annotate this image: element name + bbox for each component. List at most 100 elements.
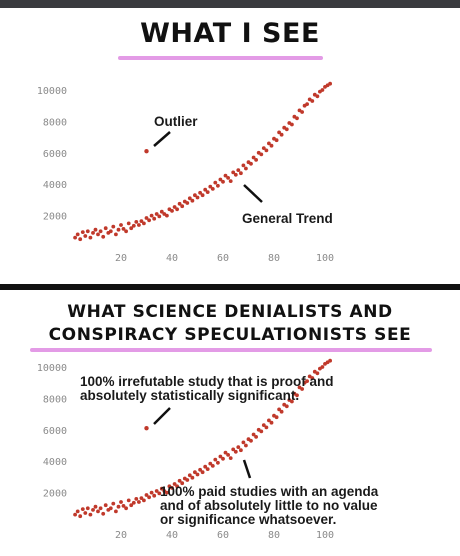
x-tick-label: 40 xyxy=(166,253,178,264)
data-point xyxy=(279,132,284,137)
data-point xyxy=(320,88,325,92)
data-point xyxy=(259,429,264,434)
outlier-point xyxy=(144,149,149,154)
data-point xyxy=(290,122,294,127)
data-point xyxy=(200,193,205,198)
data-point xyxy=(187,473,192,478)
trend-annotation: 100% paid studies with an agenda and of … xyxy=(160,459,379,527)
data-point xyxy=(244,166,248,171)
data-point xyxy=(200,470,205,475)
data-point xyxy=(269,420,274,425)
data-point xyxy=(80,230,85,235)
data-point xyxy=(175,207,180,212)
data-point xyxy=(137,500,141,504)
data-point xyxy=(190,198,195,203)
data-point xyxy=(149,213,154,218)
data-point xyxy=(159,486,164,491)
y-tick-label: 10000 xyxy=(37,363,67,374)
data-point xyxy=(239,171,243,176)
data-point xyxy=(231,447,236,452)
data-point xyxy=(93,227,98,232)
data-point xyxy=(198,190,203,195)
data-point xyxy=(226,176,231,180)
y-tick-label: 10000 xyxy=(37,86,67,97)
data-point xyxy=(157,491,162,496)
data-point xyxy=(223,450,228,455)
data-point xyxy=(98,229,103,234)
data-point xyxy=(241,440,246,445)
data-point xyxy=(261,423,266,427)
data-point xyxy=(88,512,93,517)
data-point xyxy=(98,506,103,511)
data-point xyxy=(310,376,315,380)
data-point xyxy=(142,498,146,503)
outlier-pointer xyxy=(153,131,171,147)
data-point xyxy=(134,220,139,224)
data-point xyxy=(114,509,118,514)
data-point xyxy=(185,478,190,482)
data-point xyxy=(221,456,225,461)
data-point xyxy=(239,448,243,453)
data-point xyxy=(315,371,320,376)
title-underline xyxy=(118,56,323,60)
trend-label: General Trend xyxy=(242,211,333,226)
data-point xyxy=(213,180,218,185)
data-point xyxy=(119,223,123,227)
data-point xyxy=(180,204,185,209)
data-point xyxy=(244,443,248,448)
data-point xyxy=(231,170,236,175)
trend-pointer xyxy=(242,459,252,479)
x-tick-label: 20 xyxy=(115,530,127,541)
data-point xyxy=(233,172,238,177)
data-point xyxy=(172,205,177,209)
y-tick-label: 4000 xyxy=(43,457,67,468)
data-point xyxy=(111,501,116,506)
data-point xyxy=(154,489,159,493)
panel-denialists-see: WHAT SCIENCE DENIALISTS AND CONSPIRACY S… xyxy=(0,290,460,556)
data-point xyxy=(295,393,299,398)
data-point xyxy=(165,213,169,218)
data-point xyxy=(124,506,128,511)
data-point xyxy=(295,116,299,121)
data-point xyxy=(180,481,185,486)
data-point xyxy=(116,227,121,232)
panel-what-i-see: WHAT I SEE 2000 4000 6000 8000 10000 20 40 60 8… xyxy=(0,8,460,284)
data-point xyxy=(147,495,152,500)
data-point xyxy=(267,141,271,146)
data-point xyxy=(210,187,215,191)
data-point xyxy=(216,460,220,465)
data-point xyxy=(203,464,208,469)
data-point xyxy=(172,482,177,486)
x-tick-label: 20 xyxy=(115,253,127,264)
data-point xyxy=(226,453,231,457)
data-point xyxy=(177,478,182,483)
data-point xyxy=(144,216,149,220)
scatter-chart-bottom: 2000 4000 6000 8000 10000 20 40 60 80 100 100% i… xyxy=(37,358,379,541)
data-point xyxy=(124,229,128,234)
data-point xyxy=(218,454,223,459)
data-point xyxy=(177,201,182,206)
data-point xyxy=(80,507,85,511)
data-point xyxy=(300,387,304,391)
title-underline xyxy=(30,348,432,352)
data-point xyxy=(75,509,80,514)
data-point xyxy=(121,227,126,231)
data-point xyxy=(300,110,304,114)
outlier-label-line-1: 100% irrefutable study that is proof and xyxy=(80,374,334,389)
data-point xyxy=(134,497,139,501)
data-point xyxy=(198,467,203,472)
data-point xyxy=(152,216,157,221)
data-point xyxy=(290,399,294,404)
data-point xyxy=(187,196,192,201)
y-axis-ticks: 2000 4000 6000 8000 10000 xyxy=(37,86,67,223)
data-point xyxy=(126,221,131,226)
outlier-label-line-2: absolutely statistically significant. xyxy=(80,388,299,403)
data-point xyxy=(103,226,108,231)
data-point xyxy=(73,235,77,240)
data-point xyxy=(131,500,136,505)
y-tick-label: 4000 xyxy=(43,180,67,191)
data-point xyxy=(274,415,279,420)
data-point xyxy=(111,224,116,229)
data-point xyxy=(251,155,256,160)
data-point xyxy=(170,209,174,213)
